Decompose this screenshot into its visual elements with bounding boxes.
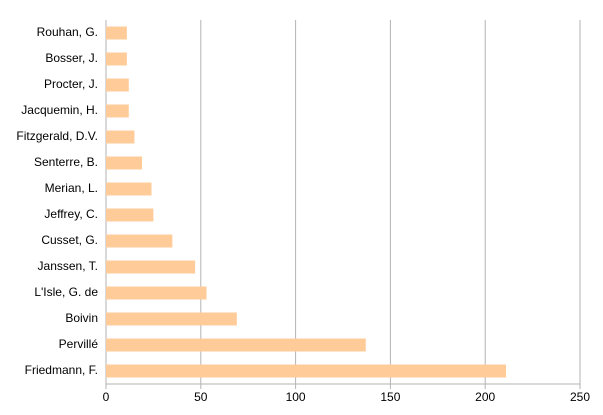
bar [106, 78, 129, 92]
y-tick-label: Janssen, T. [38, 259, 98, 273]
y-tick-label: Cusset, G. [41, 233, 98, 247]
bar [106, 234, 173, 248]
x-tick-label: 250 [570, 390, 590, 404]
bar [106, 104, 129, 118]
bar [106, 52, 127, 66]
bar [106, 338, 366, 352]
y-tick-label: Senterre, B. [34, 155, 98, 169]
y-tick-label: Merian, L. [45, 181, 98, 195]
x-tick-label: 100 [286, 390, 306, 404]
x-tick-label: 0 [103, 390, 110, 404]
bar [106, 130, 135, 144]
x-tick-label: 200 [475, 390, 495, 404]
bar [106, 156, 143, 170]
x-tick-label: 50 [194, 390, 208, 404]
y-tick-label: Friedmann, F. [25, 363, 98, 377]
y-tick-label: Bosser, J. [45, 51, 98, 65]
y-tick-label: Jeffrey, C. [44, 207, 98, 221]
y-tick-label: Procter, J. [44, 77, 98, 91]
y-tick-label: Pervillé [59, 337, 99, 351]
y-tick-label: Jacquemin, H. [21, 103, 98, 117]
y-tick-label: Fitzgerald, D.V. [16, 129, 98, 143]
bar [106, 260, 196, 274]
bar [106, 182, 152, 196]
bar [106, 26, 127, 40]
y-tick-label: L'Isle, G. de [34, 285, 98, 299]
bar [106, 208, 154, 222]
y-tick-label: Rouhan, G. [37, 25, 98, 39]
bar [106, 286, 207, 300]
bar [106, 364, 507, 378]
x-tick-label: 150 [380, 390, 400, 404]
bar [106, 312, 237, 326]
y-tick-label: Boivin [65, 311, 98, 325]
